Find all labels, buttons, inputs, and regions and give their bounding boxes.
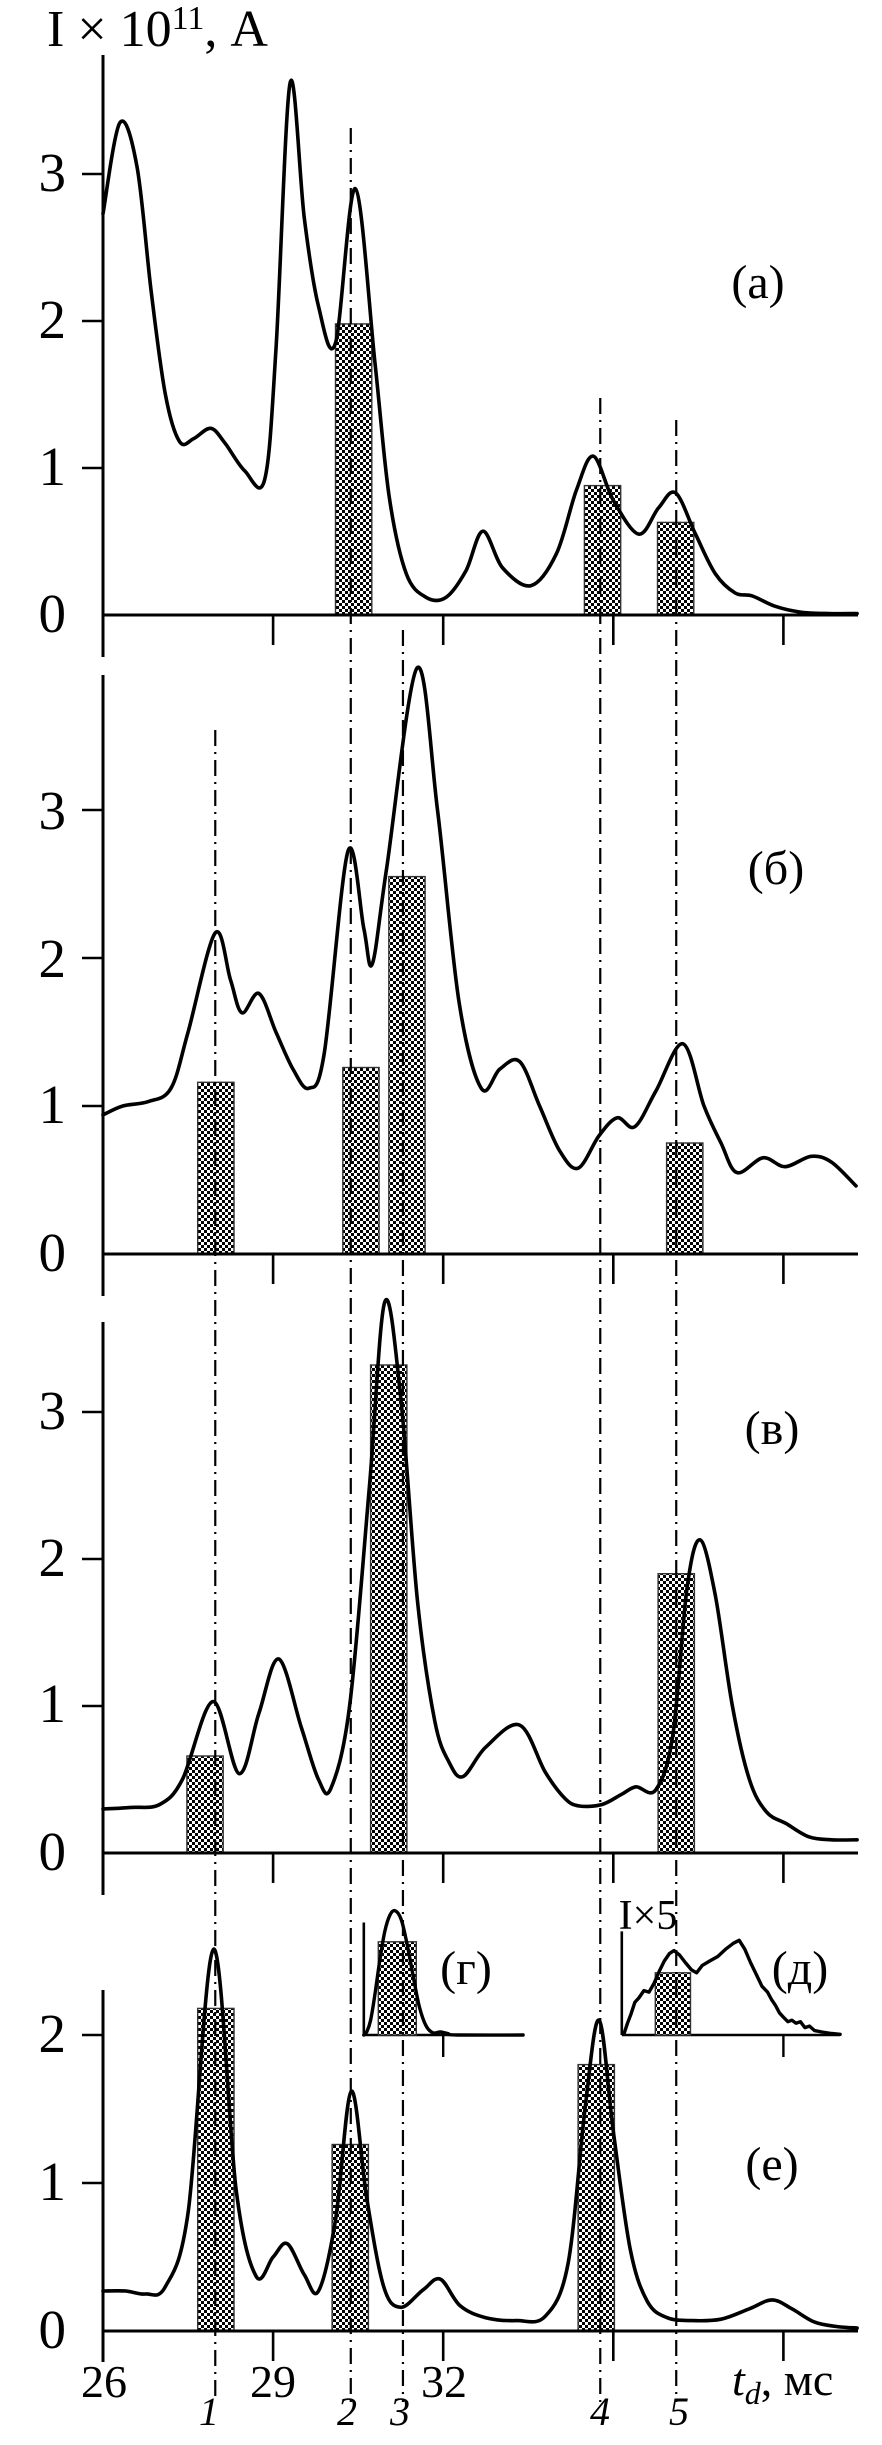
x-tick-label-29: 29 <box>250 2356 296 2407</box>
inset-label-g: (г) <box>440 1942 492 1995</box>
y-tick-label: 0 <box>39 1821 67 1882</box>
panel-v-bar <box>369 1364 408 1854</box>
y-tick-label: 1 <box>39 1074 67 1135</box>
y-tick-label: 0 <box>39 1222 67 1283</box>
inset-label-d: (д) <box>772 1942 828 1995</box>
panel-v-curve <box>101 1297 859 1842</box>
panel-label-e: (е) <box>745 2138 798 2191</box>
inset-g-curve <box>362 1908 525 2037</box>
panel-b-bar <box>196 1081 235 1255</box>
y-axis-title: I × 1011, А <box>47 0 268 58</box>
y-tick-label: 1 <box>39 1673 67 1734</box>
y-tick-label: 1 <box>39 2151 67 2212</box>
guide-number-3: 3 <box>389 2389 410 2434</box>
y-tick-label: 2 <box>39 2003 67 2064</box>
y-tick-label: 2 <box>39 928 67 989</box>
y-tick-label: 3 <box>39 142 67 203</box>
y-tick-label: 0 <box>39 2299 67 2360</box>
inset-d-bar <box>654 1972 692 2036</box>
panel-a-bar <box>334 323 373 616</box>
panel-b-curve <box>101 665 858 1188</box>
y-tick-label: 3 <box>39 1380 67 1441</box>
y-tick-label: 3 <box>39 780 67 841</box>
guide-lines-layer <box>214 128 678 2402</box>
panel-label-v: (в) <box>745 1402 800 1455</box>
inset-scale-note: I×5 <box>619 1893 678 1939</box>
x-tick-label-26: 26 <box>81 2356 127 2407</box>
panel-label-a: (а) <box>731 256 784 309</box>
x-axis-title: td, мс <box>732 2354 833 2411</box>
panel-a-curve <box>101 78 859 616</box>
guide-number-2: 2 <box>337 2389 357 2434</box>
guide-number-4: 4 <box>590 2389 610 2434</box>
y-tick-label: 2 <box>39 1527 67 1588</box>
panel-b-bar <box>665 1142 704 1255</box>
guide-number-1: 1 <box>199 2389 219 2434</box>
panel-e-curve <box>101 1947 859 2330</box>
panel-label-b: (б) <box>748 842 804 895</box>
y-tick-label: 0 <box>39 583 67 644</box>
y-tick-label: 1 <box>39 436 67 497</box>
guide-number-5: 5 <box>669 2389 689 2434</box>
panel-v-bar <box>186 1755 224 1854</box>
panel-b-bar <box>342 1066 380 1255</box>
inset-d-curve <box>622 1938 842 2036</box>
panel-a-bar <box>583 484 622 616</box>
x-tick-label-32: 32 <box>421 2356 467 2407</box>
y-tick-label: 2 <box>39 289 67 350</box>
panel-b-bar <box>388 875 426 1255</box>
